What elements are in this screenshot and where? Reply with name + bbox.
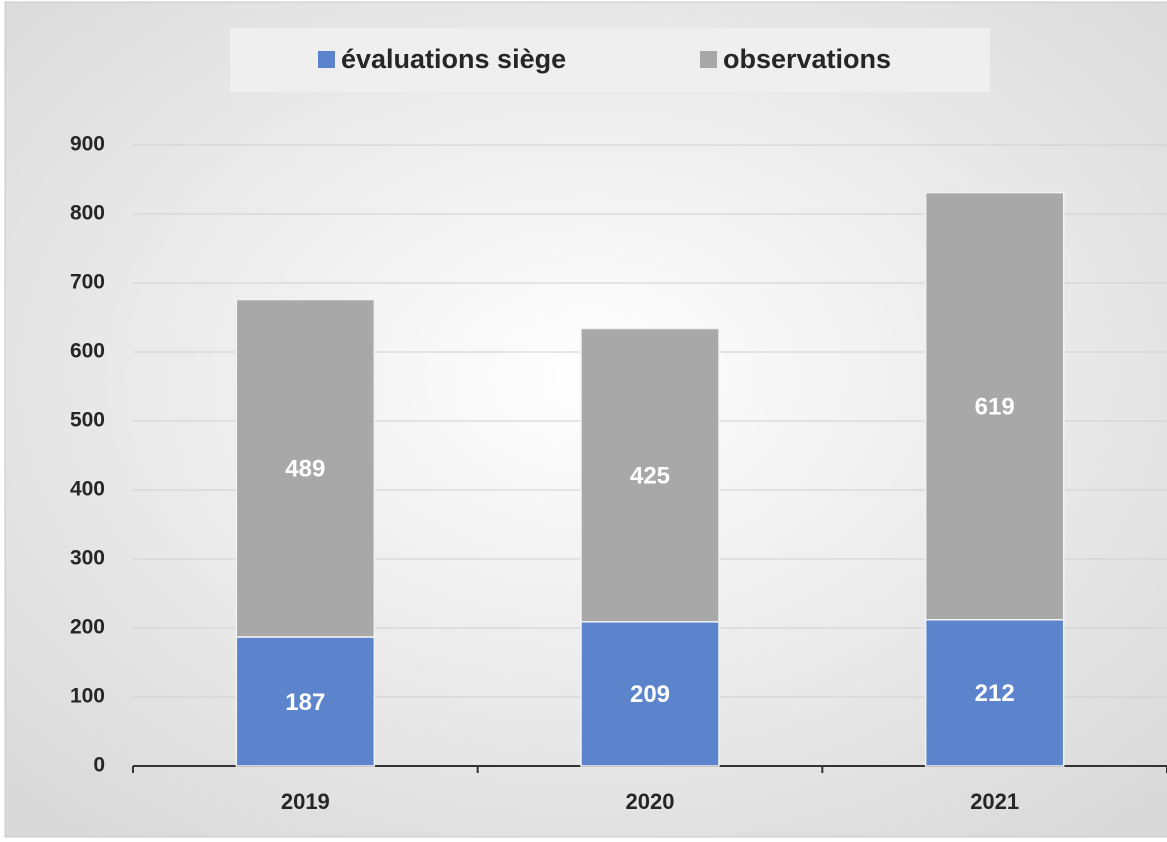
bar-segment [235,636,376,767]
data-label: 489 [285,456,325,483]
y-tick-label: 800 [70,202,105,225]
x-tick-label: 2019 [281,789,330,814]
x-tick-label: 2020 [626,789,675,814]
x-tick-label: 2021 [970,789,1019,814]
bar-segment [235,298,376,638]
y-tick-label: 500 [70,409,105,432]
legend-swatch [700,51,717,68]
data-label: 212 [975,680,1015,707]
data-label: 425 [630,463,670,490]
y-tick-label: 900 [70,133,105,156]
legend-swatch [318,51,335,68]
y-tick-label: 700 [70,271,105,294]
legend-label: évaluations siège [341,44,566,74]
y-tick-label: 600 [70,340,105,363]
y-tick-label: 300 [70,547,105,570]
legend-label: observations [723,44,891,74]
bar-segment [924,191,1065,621]
bar-segment [924,618,1065,767]
bar-segment [580,621,720,767]
data-label: 209 [630,681,670,708]
data-label: 619 [975,394,1015,421]
legend-box [230,28,990,92]
y-tick-label: 200 [70,616,105,639]
data-label: 187 [285,689,325,716]
y-tick-label: 100 [70,685,105,708]
bar-segment [580,327,720,623]
y-tick-label: 0 [93,754,105,777]
y-tick-label: 400 [70,478,105,501]
